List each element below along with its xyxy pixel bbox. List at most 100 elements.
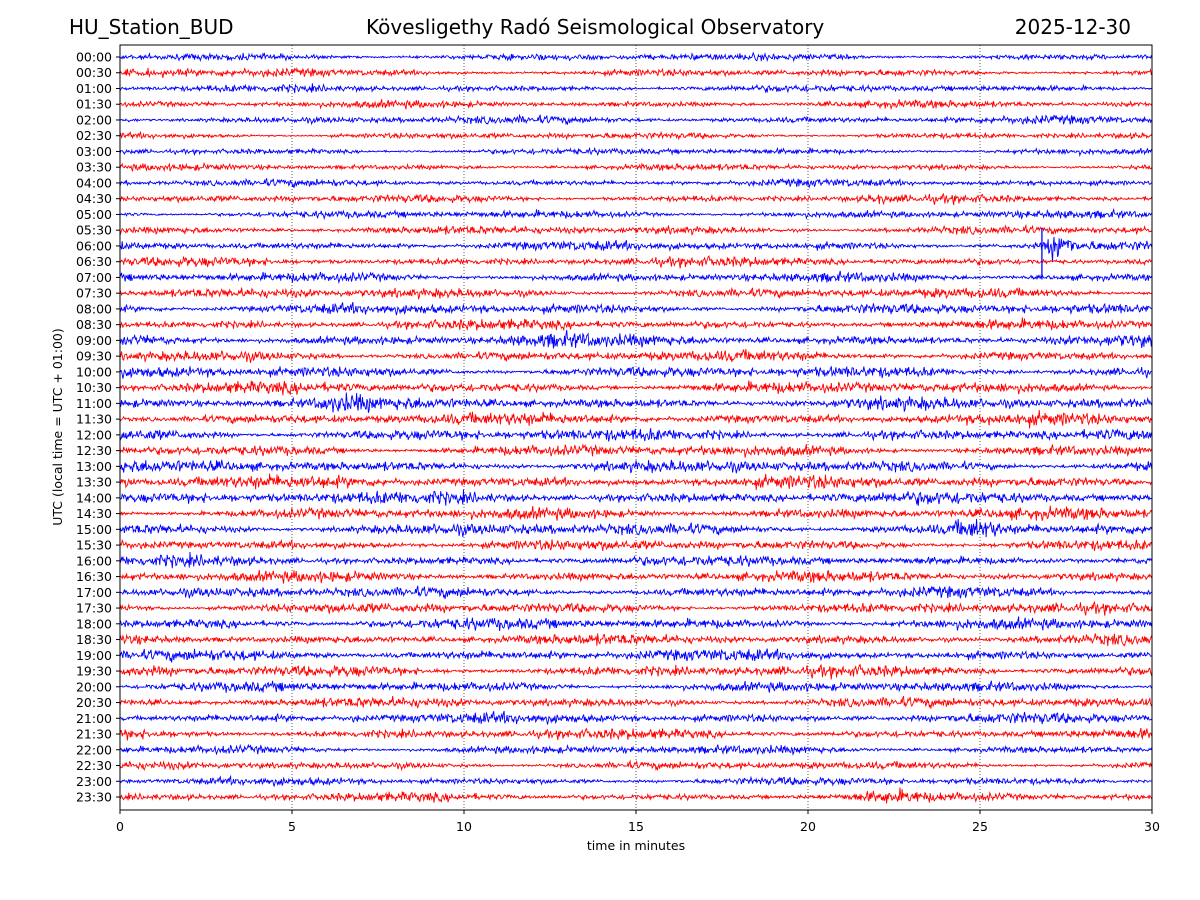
y-axis-label: UTC (local time = UTC + 01:00) bbox=[50, 328, 65, 526]
y-tick-label: 22:00 bbox=[76, 742, 112, 757]
y-tick-label: 15:30 bbox=[76, 538, 112, 553]
trace-0300 bbox=[119, 146, 1153, 158]
trace-1600 bbox=[119, 551, 1153, 569]
y-tick-label: 23:00 bbox=[76, 774, 112, 789]
trace-2200 bbox=[119, 743, 1153, 756]
y-tick-label: 06:30 bbox=[76, 254, 112, 269]
y-tick-label: 01:00 bbox=[76, 81, 112, 96]
trace-1030 bbox=[119, 380, 1153, 396]
trace-1100 bbox=[119, 392, 1153, 413]
x-tick-label: 5 bbox=[288, 819, 296, 834]
y-tick-label: 22:30 bbox=[76, 758, 112, 773]
y-tick-label: 08:30 bbox=[76, 317, 112, 332]
y-tick-label: 13:00 bbox=[76, 459, 112, 474]
trace-0330 bbox=[119, 161, 1153, 173]
trace-0200 bbox=[119, 113, 1153, 126]
y-tick-label: 06:00 bbox=[76, 238, 112, 253]
y-tick-label: 02:30 bbox=[76, 128, 112, 143]
trace-1200 bbox=[119, 428, 1153, 442]
trace-2130 bbox=[119, 727, 1153, 741]
trace-1230 bbox=[119, 443, 1153, 458]
trace-1430 bbox=[119, 505, 1153, 521]
y-tick-label: 04:00 bbox=[76, 175, 112, 190]
trace-0130 bbox=[119, 99, 1153, 111]
trace-0000 bbox=[119, 51, 1153, 63]
y-tick-label: 01:30 bbox=[76, 97, 112, 112]
trace-1730 bbox=[119, 600, 1153, 616]
y-tick-label: 12:00 bbox=[76, 427, 112, 442]
y-tick-label: 11:00 bbox=[76, 396, 112, 411]
y-tick-label: 16:00 bbox=[76, 553, 112, 568]
chart-title: Kövesligethy Radó Seismological Observat… bbox=[366, 15, 825, 39]
station-name: HU_Station_BUD bbox=[69, 15, 234, 39]
y-tick-label: 10:00 bbox=[76, 364, 112, 379]
y-tick-label: 07:30 bbox=[76, 286, 112, 301]
y-tick-label: 18:30 bbox=[76, 632, 112, 647]
trace-0730 bbox=[119, 286, 1153, 301]
y-tick-label: 07:00 bbox=[76, 270, 112, 285]
trace-1530 bbox=[119, 538, 1153, 552]
trace-0030 bbox=[119, 66, 1153, 79]
trace-0230 bbox=[119, 130, 1153, 141]
trace-0630 bbox=[119, 255, 1153, 269]
trace-1300 bbox=[119, 459, 1153, 474]
y-tick-label: 15:00 bbox=[76, 522, 112, 537]
y-tick-label: 19:00 bbox=[76, 648, 112, 663]
y-tick-label: 04:30 bbox=[76, 191, 112, 206]
x-tick-label: 15 bbox=[628, 819, 644, 834]
x-axis-label: time in minutes bbox=[587, 838, 685, 853]
y-tick-label: 09:00 bbox=[76, 333, 112, 348]
trace-0830 bbox=[119, 317, 1153, 332]
y-tick-label: 08:00 bbox=[76, 301, 112, 316]
y-tick-label: 13:30 bbox=[76, 475, 112, 490]
trace-0700 bbox=[119, 270, 1153, 285]
y-tick-label: 20:30 bbox=[76, 695, 112, 710]
trace-2030 bbox=[119, 695, 1153, 709]
trace-1700 bbox=[119, 585, 1153, 600]
y-tick-label: 05:00 bbox=[76, 207, 112, 222]
trace-1400 bbox=[119, 489, 1153, 506]
trace-1800 bbox=[119, 616, 1153, 632]
trace-0430 bbox=[119, 192, 1153, 206]
trace-0600 bbox=[119, 236, 1153, 263]
y-tick-label: 00:00 bbox=[76, 50, 112, 65]
y-tick-label: 09:30 bbox=[76, 349, 112, 364]
trace-2100 bbox=[119, 710, 1153, 725]
trace-0100 bbox=[119, 83, 1153, 94]
trace-1900 bbox=[119, 648, 1153, 663]
y-tick-label: 03:00 bbox=[76, 144, 112, 159]
x-tick-label: 20 bbox=[800, 819, 816, 834]
y-tick-label: 17:30 bbox=[76, 601, 112, 616]
chart-date: 2025-12-30 bbox=[1014, 15, 1131, 39]
trace-0900 bbox=[119, 330, 1153, 349]
trace-1830 bbox=[119, 633, 1153, 647]
y-tick-label: 23:30 bbox=[76, 790, 112, 805]
trace-1000 bbox=[119, 365, 1152, 379]
x-tick-label: 25 bbox=[972, 819, 988, 834]
y-tick-label: 17:00 bbox=[76, 585, 112, 600]
trace-1330 bbox=[119, 473, 1153, 491]
x-tick-label: 10 bbox=[456, 819, 472, 834]
y-tick-label: 21:00 bbox=[76, 711, 112, 726]
trace-0930 bbox=[119, 348, 1153, 364]
x-tick-label: 30 bbox=[1144, 819, 1160, 834]
trace-0800 bbox=[119, 301, 1153, 316]
y-tick-label: 21:30 bbox=[76, 727, 112, 742]
y-tick-label: 11:30 bbox=[76, 412, 112, 427]
trace-1630 bbox=[120, 569, 1153, 584]
trace-1130 bbox=[119, 410, 1153, 429]
y-tick-label: 19:30 bbox=[76, 664, 112, 679]
trace-1500 bbox=[119, 518, 1153, 538]
y-tick-label: 20:00 bbox=[76, 679, 112, 694]
y-tick-label: 02:00 bbox=[76, 112, 112, 127]
y-tick-label: 10:30 bbox=[76, 380, 112, 395]
trace-2230 bbox=[119, 759, 1153, 772]
y-tick-label: 12:30 bbox=[76, 443, 112, 458]
y-tick-label: 18:00 bbox=[76, 616, 112, 631]
y-tick-label: 03:30 bbox=[76, 160, 112, 175]
y-tick-label: 16:30 bbox=[76, 569, 112, 584]
trace-1930 bbox=[119, 663, 1153, 680]
y-tick-label: 14:00 bbox=[76, 490, 112, 505]
trace-2000 bbox=[119, 680, 1153, 693]
